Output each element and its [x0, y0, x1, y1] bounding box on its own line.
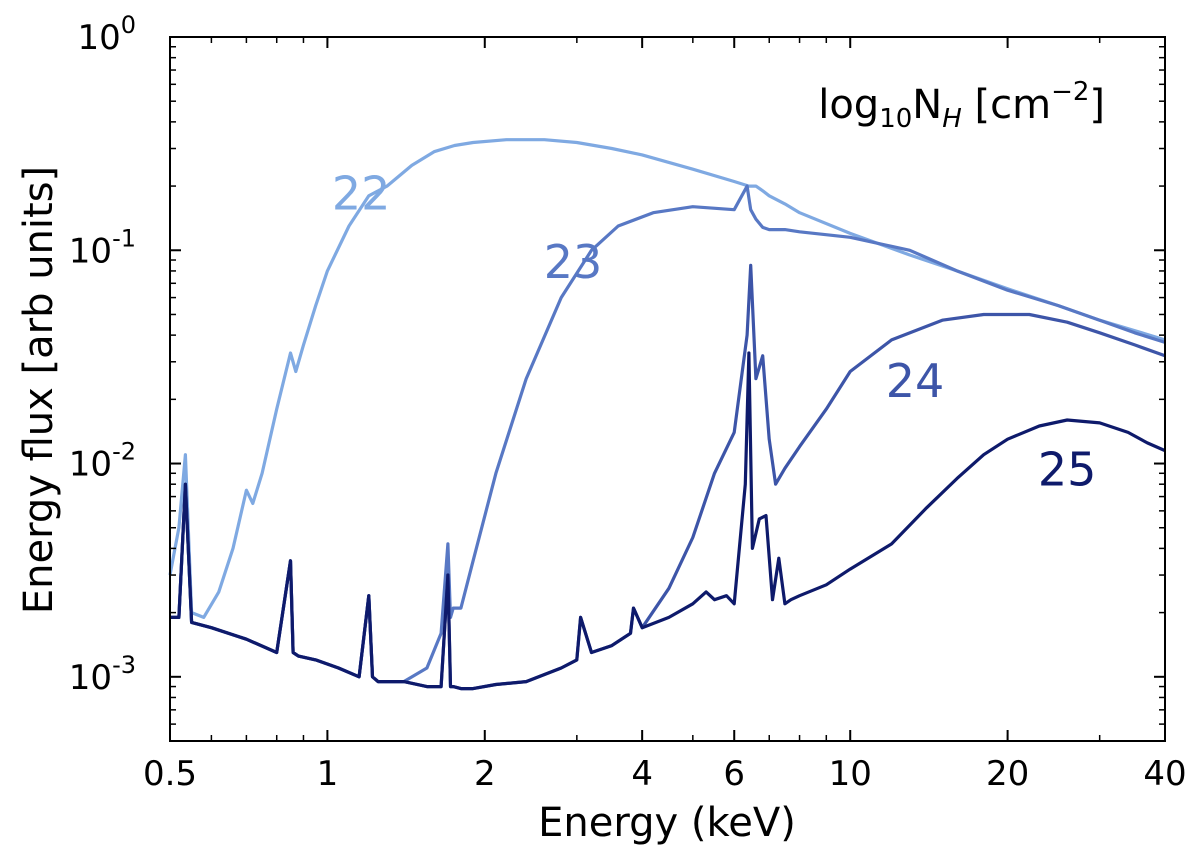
legend-sub1: 10	[879, 104, 912, 134]
x-tick-label: 1	[317, 754, 339, 794]
legend-suffix: ]	[1089, 82, 1105, 128]
series-label-24: 24	[886, 354, 945, 408]
x-tick-label: 2	[474, 754, 496, 794]
legend-prefix: log	[818, 82, 879, 128]
x-tick-label: 6	[723, 754, 745, 794]
labels-layer: 22 23 24 25	[332, 167, 1097, 497]
y-tick-label: 10-3	[69, 651, 136, 698]
legend-sup: −2	[1051, 77, 1089, 107]
x-tick-label: 10	[829, 754, 872, 794]
series-line-22	[168, 138, 1166, 620]
series-label-22: 22	[332, 167, 391, 221]
x-tick-label: 40	[1143, 754, 1186, 794]
plot-frame	[169, 36, 1166, 742]
legend-mid2: [cm	[962, 82, 1051, 128]
series-layer	[168, 138, 1166, 691]
y-tick-label: 10-2	[69, 438, 136, 485]
legend-title: log10NH [cm−2]	[818, 77, 1105, 134]
series-label-23: 23	[544, 235, 603, 289]
series-label-25: 25	[1038, 442, 1097, 496]
legend-sub2: H	[942, 104, 962, 134]
x-tick-label: 4	[631, 754, 653, 794]
series-line-25	[170, 351, 1166, 691]
legend-mid: N	[912, 82, 942, 128]
x-tick-label: 20	[986, 754, 1029, 794]
x-tick-label: 0.5	[143, 754, 197, 794]
y-tick-label: 100	[77, 11, 136, 58]
x-axis-title: Energy (keV)	[538, 800, 796, 846]
y-tick-label: 10-1	[69, 224, 136, 271]
y-axis-title: Energy flux [arb units]	[16, 166, 62, 614]
